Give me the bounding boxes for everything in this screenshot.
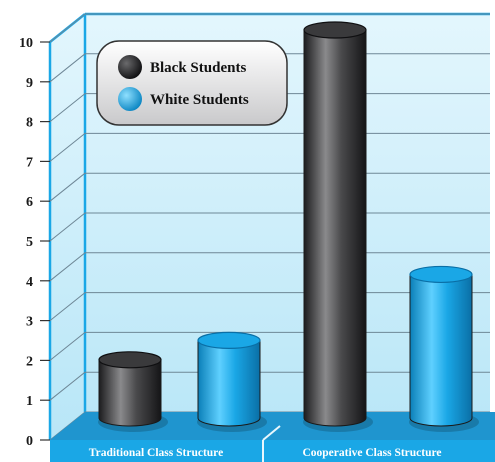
legend-swatch-white (118, 87, 142, 111)
gridline-side (49, 13, 86, 43)
y-tick-label: 0 (26, 434, 33, 449)
y-tick-label: 6 (26, 195, 33, 210)
y-tick-label: 9 (26, 76, 33, 91)
gridline-side (49, 53, 86, 83)
category-label-cooperative: Cooperative Class Structure (302, 447, 441, 459)
gridline-side (49, 371, 86, 401)
y-tick-label: 3 (26, 315, 33, 330)
gridline-side (49, 93, 86, 122)
legend: Black Students White Students (96, 40, 288, 126)
gridline-side (49, 212, 86, 242)
bar-white-traditional (197, 331, 267, 432)
gridline-side (49, 172, 86, 202)
bar-white-cooperative (409, 265, 479, 432)
y-tick-label: 5 (26, 235, 33, 250)
gridline-side (49, 292, 86, 321)
bar-black-traditional (98, 351, 168, 432)
bar-black-cooperative (303, 21, 373, 432)
bars (98, 21, 479, 432)
y-tick-label: 7 (26, 155, 33, 170)
y-tick-label: 10 (19, 36, 33, 51)
legend-label-black: Black Students (150, 60, 246, 76)
legend-swatch-black (118, 55, 142, 79)
category-labels: Traditional Class Structure Cooperative … (89, 447, 442, 459)
gridline-side (49, 252, 86, 282)
y-tick-label: 1 (26, 394, 33, 409)
y-tick-label: 2 (26, 354, 33, 369)
y-axis: 0 1 2 3 4 5 6 7 8 9 10 (19, 36, 50, 449)
legend-label-white: White Students (150, 92, 249, 108)
y-tick-label: 8 (26, 116, 33, 131)
category-label-traditional: Traditional Class Structure (89, 447, 223, 459)
y-tick-label: 4 (26, 275, 33, 290)
gridline-side (49, 332, 86, 361)
gridline-side (49, 133, 86, 162)
